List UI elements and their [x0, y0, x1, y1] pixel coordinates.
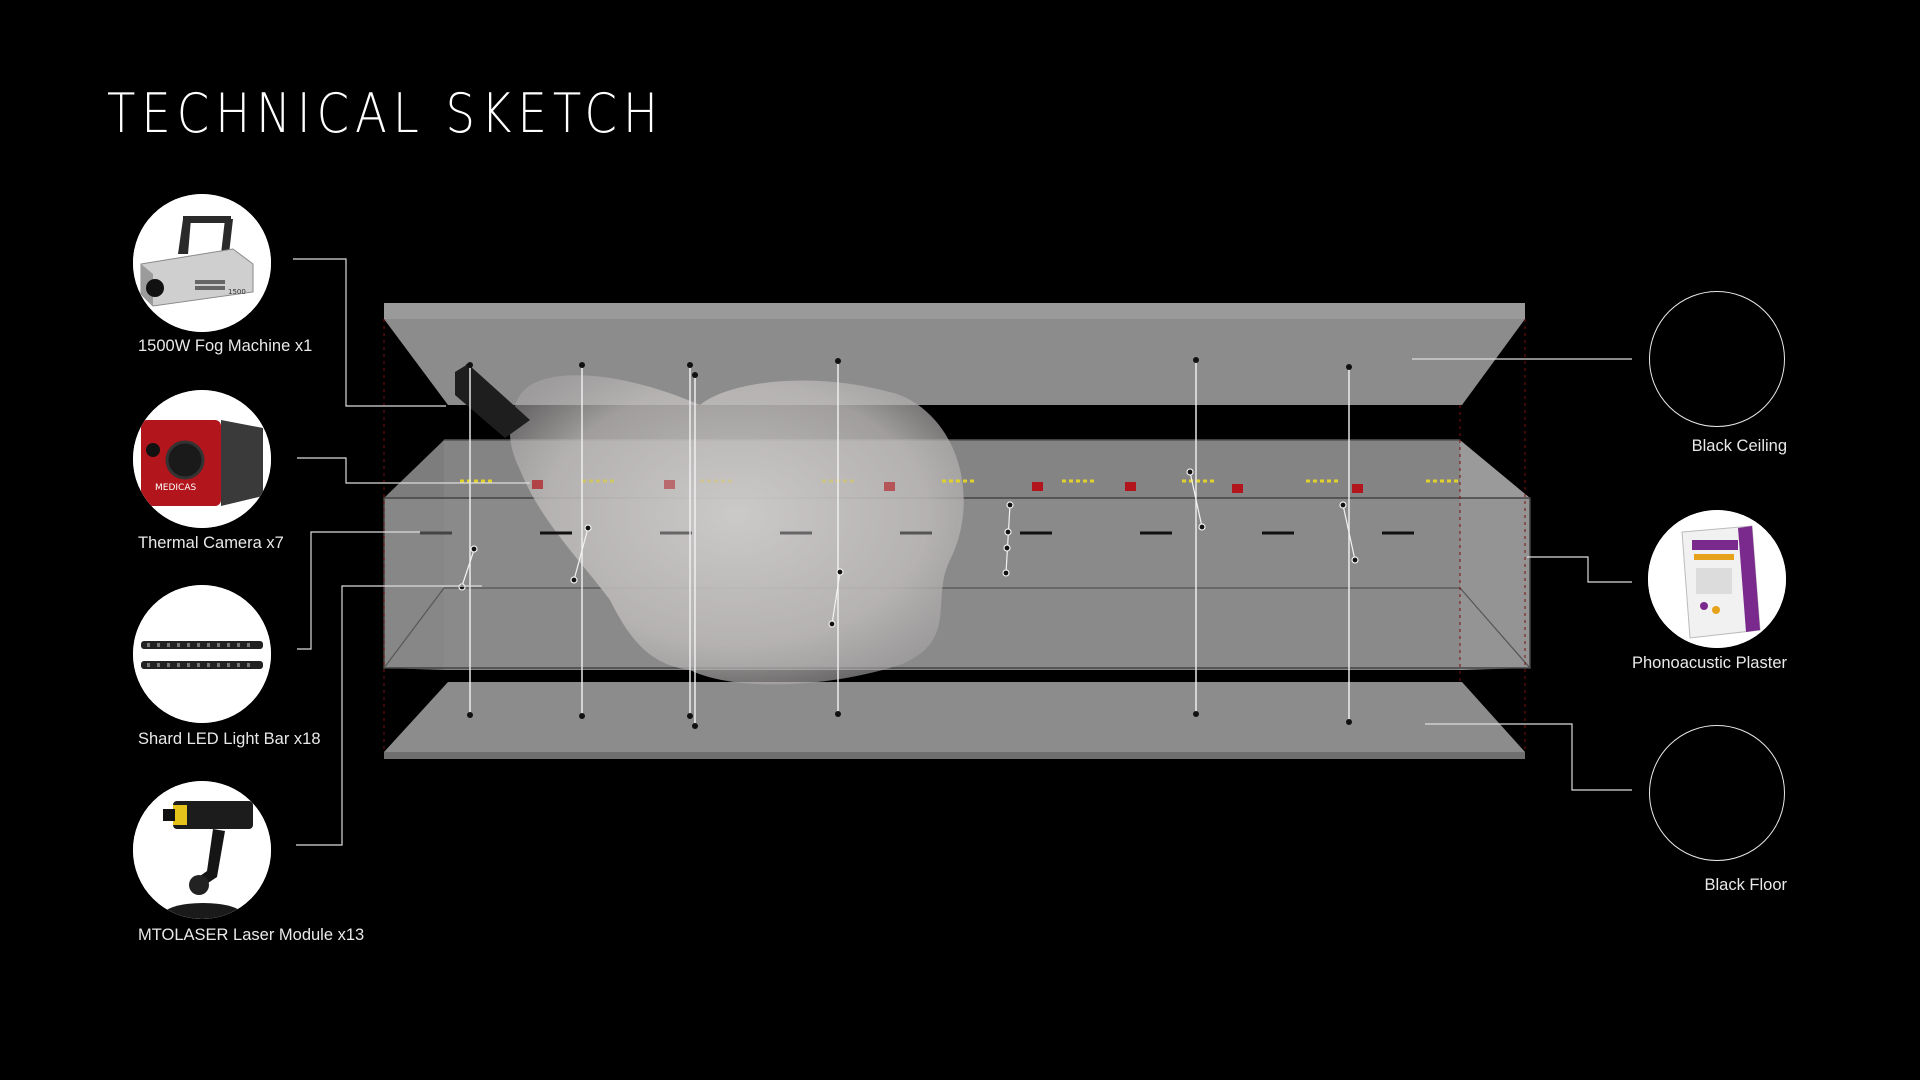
fog-cloud [509, 375, 964, 685]
fog-machine-icon: 1500 [133, 194, 271, 332]
led-light-bar-icon [133, 585, 271, 723]
thermal-camera-icon: MEDICAS [133, 390, 271, 528]
ceiling-panel [384, 303, 1525, 405]
leader-lines-right [1412, 358, 1632, 791]
led-light-bar-label: Shard LED Light Bar x18 [138, 730, 321, 748]
page-title: TECHNICAL SKETCH [107, 82, 664, 145]
plaster-bag-icon [1648, 510, 1786, 648]
black-floor-label: Black Floor [1704, 876, 1787, 894]
laser-module-label: MTOLASER Laser Module x13 [138, 926, 365, 944]
laser-module-icon [133, 781, 271, 919]
edge-guides [383, 319, 1526, 752]
fog-machine-thumbnail: 1500 [133, 194, 271, 332]
fog-machine-label: 1500W Fog Machine x1 [138, 337, 313, 355]
phonoacustic-plaster-thumbnail [1648, 510, 1786, 648]
leader-lines-left [293, 258, 530, 846]
black-ceiling-swatch [1649, 291, 1785, 427]
thermal-camera-label: Thermal Camera x7 [138, 534, 284, 552]
laser-beams [458, 468, 1359, 628]
black-floor-swatch [1649, 725, 1785, 861]
wire-anchors [467, 357, 1352, 729]
svg-text:MEDICAS: MEDICAS [155, 483, 196, 493]
thermal-camera-thumbnail: MEDICAS [133, 390, 271, 528]
laser-module-thumbnail [133, 781, 271, 919]
black-ceiling-label: Black Ceiling [1691, 437, 1787, 455]
led-light-bar-thumbnail [133, 585, 271, 723]
phonoacustic-plaster-label: Phonoacustic Plaster [1631, 654, 1787, 672]
svg-text:1500: 1500 [228, 288, 246, 296]
suspension-wires [469, 360, 1350, 726]
floor-panel [384, 682, 1525, 759]
thermal-camera-row [532, 480, 1363, 493]
fog-machine-model [455, 364, 530, 438]
